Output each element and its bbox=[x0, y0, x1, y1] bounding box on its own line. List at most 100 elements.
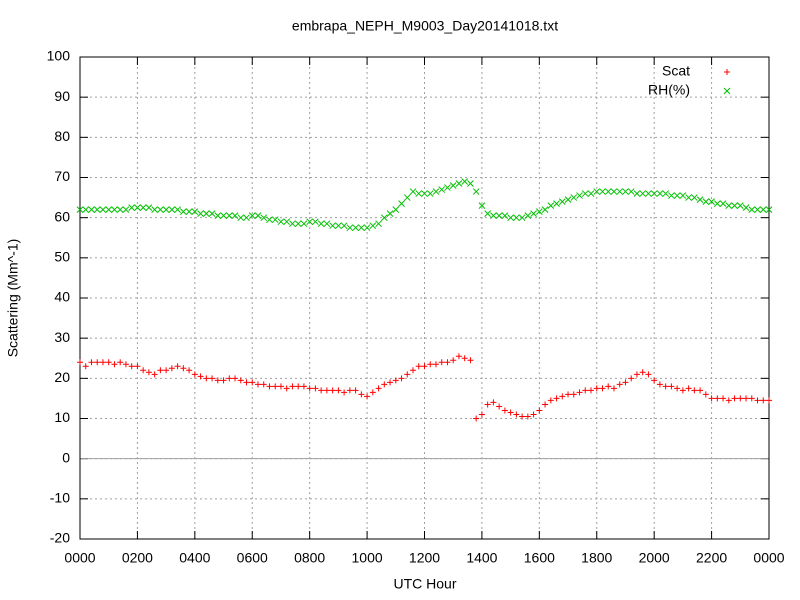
data-point bbox=[748, 395, 755, 402]
data-point bbox=[105, 359, 112, 366]
data-point bbox=[88, 359, 95, 366]
data-point bbox=[581, 190, 589, 197]
data-point bbox=[145, 204, 153, 211]
data-point bbox=[392, 206, 400, 213]
data-point bbox=[759, 206, 767, 213]
data-point bbox=[380, 214, 388, 222]
data-point bbox=[323, 387, 330, 394]
data-point bbox=[501, 407, 508, 414]
data-point bbox=[335, 222, 342, 230]
data-point bbox=[467, 357, 474, 364]
data-point bbox=[99, 206, 107, 213]
data-point bbox=[639, 190, 647, 197]
data-point bbox=[455, 180, 463, 187]
data-point bbox=[145, 369, 152, 376]
data-point bbox=[708, 395, 715, 402]
data-point bbox=[415, 363, 422, 370]
data-point bbox=[82, 206, 90, 213]
data-point bbox=[139, 204, 147, 211]
data-point bbox=[713, 200, 721, 207]
x-tick-label: 0200 bbox=[122, 550, 153, 566]
data-point bbox=[599, 188, 606, 195]
data-point bbox=[708, 198, 715, 205]
data-point bbox=[191, 371, 198, 378]
data-point bbox=[558, 198, 566, 205]
x-tick-label: 2200 bbox=[696, 550, 727, 566]
data-point bbox=[421, 190, 428, 197]
plot-border bbox=[79, 56, 770, 540]
data-point bbox=[679, 387, 686, 394]
data-point bbox=[535, 208, 543, 215]
data-point bbox=[542, 401, 549, 408]
data-point bbox=[484, 210, 492, 218]
y-tick-label: -10 bbox=[50, 490, 70, 506]
x-tick-label: 0600 bbox=[237, 550, 268, 566]
data-point bbox=[185, 208, 193, 215]
data-point bbox=[651, 377, 658, 384]
data-point bbox=[162, 206, 170, 213]
data-point bbox=[432, 361, 439, 368]
data-point bbox=[340, 222, 348, 230]
data-point bbox=[352, 224, 359, 232]
data-point bbox=[673, 192, 681, 199]
data-point bbox=[369, 389, 376, 396]
data-point bbox=[415, 190, 423, 197]
chart-title: embrapa_NEPH_M9003_Day20141018.txt bbox=[292, 18, 558, 34]
data-point bbox=[369, 222, 377, 230]
data-point bbox=[180, 365, 187, 372]
data-point bbox=[283, 218, 291, 226]
data-point bbox=[151, 371, 158, 378]
data-point bbox=[409, 188, 417, 195]
data-point bbox=[674, 385, 681, 392]
data-point bbox=[725, 202, 733, 209]
data-point bbox=[605, 383, 612, 390]
data-point bbox=[122, 361, 129, 368]
data-point bbox=[662, 383, 669, 390]
data-point bbox=[179, 208, 187, 215]
y-tick-label: 0 bbox=[62, 449, 70, 465]
y-tick-label: 90 bbox=[54, 88, 70, 104]
data-point bbox=[593, 188, 601, 195]
data-point bbox=[616, 188, 624, 195]
data-point bbox=[346, 387, 353, 394]
data-point bbox=[450, 357, 457, 364]
data-point bbox=[564, 196, 572, 203]
data-point bbox=[719, 200, 727, 207]
data-point bbox=[392, 377, 399, 384]
data-point bbox=[111, 361, 118, 368]
y-tick-label: 60 bbox=[54, 208, 70, 224]
data-point bbox=[335, 387, 342, 394]
data-point bbox=[570, 391, 577, 398]
data-point bbox=[731, 202, 738, 209]
y-axis-label: Scattering (Mm^-1) bbox=[5, 239, 21, 358]
data-point bbox=[197, 373, 204, 380]
data-point bbox=[650, 190, 658, 197]
x-tick-label: 1000 bbox=[352, 550, 383, 566]
data-point bbox=[323, 220, 331, 228]
legend-marker bbox=[724, 69, 730, 75]
data-point bbox=[547, 202, 555, 209]
data-point bbox=[593, 385, 600, 392]
data-point bbox=[76, 206, 84, 213]
data-point bbox=[622, 379, 629, 386]
data-point bbox=[375, 220, 382, 228]
data-point bbox=[289, 220, 296, 228]
data-point bbox=[438, 186, 446, 193]
data-point bbox=[220, 212, 227, 220]
data-point bbox=[116, 206, 124, 213]
legend-marker bbox=[723, 87, 731, 95]
data-point bbox=[478, 202, 486, 209]
data-point bbox=[633, 190, 641, 197]
data-point bbox=[553, 200, 560, 207]
data-point bbox=[743, 395, 750, 402]
data-point bbox=[513, 214, 520, 222]
y-tick-label: 20 bbox=[54, 369, 70, 385]
x-tick-label: 0400 bbox=[179, 550, 210, 566]
data-point bbox=[645, 371, 652, 378]
data-point bbox=[398, 375, 405, 382]
data-point bbox=[386, 210, 394, 218]
data-point bbox=[403, 194, 411, 201]
data-point bbox=[685, 194, 692, 201]
data-point bbox=[346, 224, 354, 232]
